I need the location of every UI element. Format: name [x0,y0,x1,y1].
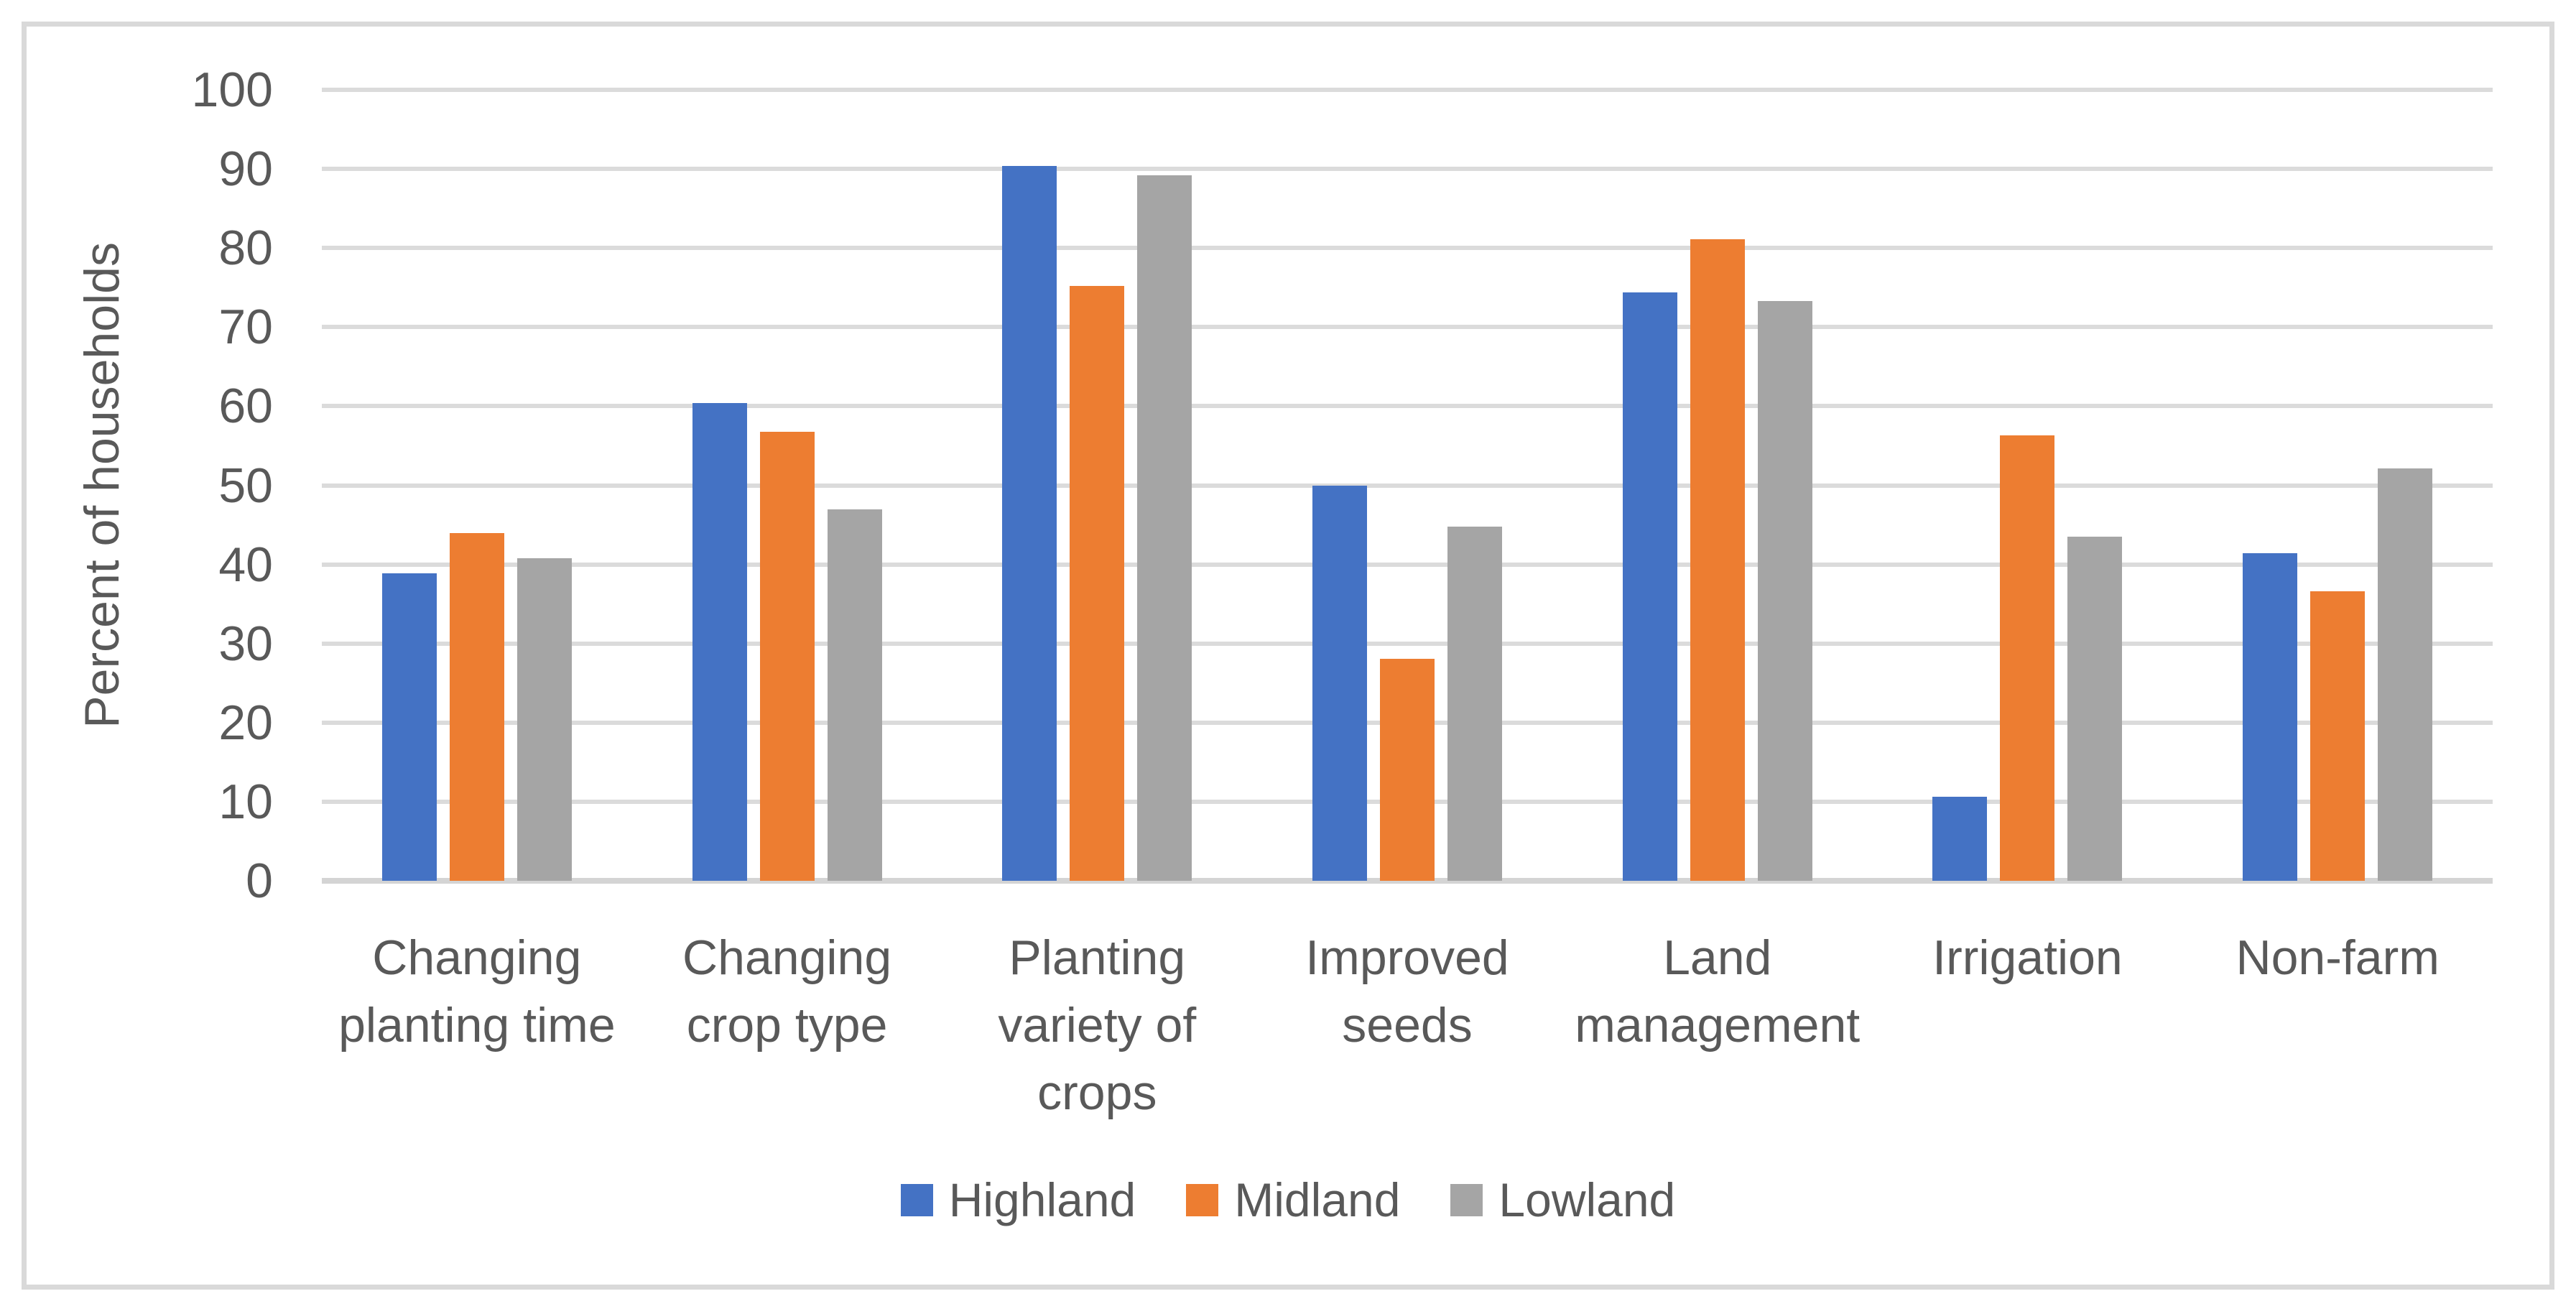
x-axis-category-labels: Changing planting time Changing crop type… [322,925,2493,1127]
bar-lowland-changing-crop-type [827,509,882,881]
category-label-non-farm: Non-farm [2182,925,2493,1127]
y-tick-label-0: 0 [246,854,273,908]
y-tick-label-80: 80 [218,221,273,276]
bar-midland-irrigation [2000,435,2055,881]
y-tick-label-90: 90 [218,142,273,197]
category-label-text: Land management [1575,930,1861,1053]
legend: Highland Midland Lowland [27,1172,2549,1227]
legend-swatch-icon [1186,1183,1219,1216]
y-tick-label-40: 40 [218,537,273,592]
legend-label: Midland [1234,1173,1401,1226]
gridline-90 [322,167,2493,172]
bar-group-changing-crop-type [632,90,942,881]
bar-groups [322,90,2493,881]
gridline-100 [322,88,2493,92]
bar-midland-changing-planting-time [449,532,504,881]
bar-lowland-improved-seeds [1447,526,1503,881]
bar-midland-planting-variety-of-crops [1070,286,1125,881]
bar-highland-improved-seeds [1312,485,1368,881]
category-label-text: Improved seeds [1305,930,1509,1053]
y-tick-label-10: 10 [218,774,273,829]
gridline-70 [322,325,2493,330]
category-label-improved-seeds: Improved seeds [1252,925,1562,1127]
plot-area [322,88,2493,884]
category-label-text: Changing crop type [682,930,892,1053]
bar-group-non-farm [2182,90,2493,881]
category-label-land-management: Land management [1562,925,1873,1127]
bar-lowland-planting-variety-of-crops [1137,175,1192,881]
y-tick-label-100: 100 [191,63,273,117]
bar-highland-land-management [1622,292,1677,881]
category-label-text: Changing planting time [338,930,616,1053]
legend-item-midland: Midland [1186,1172,1400,1227]
bar-highland-planting-variety-of-crops [1002,165,1057,881]
category-label-changing-planting-time: Changing planting time [322,925,632,1127]
y-axis-tick-labels: 0 10 20 30 40 50 60 70 80 90 100 [27,65,273,905]
gridline-60 [322,404,2493,409]
gridline-30 [322,641,2493,646]
legend-label: Highland [948,1173,1136,1226]
legend-label: Lowland [1498,1173,1676,1226]
category-label-text: Non-farm [2236,930,2440,985]
bar-midland-improved-seeds [1380,658,1435,881]
bar-group-planting-variety-of-crops [942,90,1252,881]
gridline-40 [322,562,2493,567]
bar-highland-changing-planting-time [381,573,437,881]
bar-group-land-management [1562,90,1873,881]
bar-lowland-land-management [1757,300,1812,881]
bar-lowland-non-farm [2378,468,2433,881]
legend-swatch-icon [900,1183,933,1216]
x-axis-line [322,878,2493,884]
bar-lowland-irrigation [2067,537,2123,881]
gridline-80 [322,246,2493,251]
category-label-planting-variety-of-crops: Planting variety of crops [942,925,1252,1127]
y-tick-label-60: 60 [218,379,273,434]
y-tick-label-50: 50 [218,458,273,513]
bar-group-changing-planting-time [322,90,632,881]
bar-lowland-changing-planting-time [516,558,572,881]
legend-item-highland: Highland [900,1172,1136,1227]
bar-midland-land-management [1690,239,1745,881]
bar-group-improved-seeds [1252,90,1562,881]
y-tick-label-30: 30 [218,616,273,671]
legend-item-lowland: Lowland [1450,1172,1675,1227]
bar-midland-non-farm [2310,591,2366,881]
bar-highland-irrigation [1932,797,1988,881]
bar-highland-changing-crop-type [692,403,747,881]
bar-highland-non-farm [2243,553,2298,881]
category-label-text: Planting variety of crops [998,930,1197,1120]
y-tick-label-20: 20 [218,695,273,750]
bar-midland-changing-crop-type [759,431,815,881]
category-label-changing-crop-type: Changing crop type [632,925,942,1127]
category-label-irrigation: Irrigation [1873,925,2183,1127]
legend-swatch-icon [1450,1183,1483,1216]
chart-frame: Percent of households 0 10 20 30 40 50 60 70 80 9… [22,22,2554,1290]
gridline-50 [322,483,2493,488]
category-label-text: Irrigation [1932,930,2123,985]
bar-group-irrigation [1873,90,2183,881]
y-tick-label-70: 70 [218,300,273,355]
